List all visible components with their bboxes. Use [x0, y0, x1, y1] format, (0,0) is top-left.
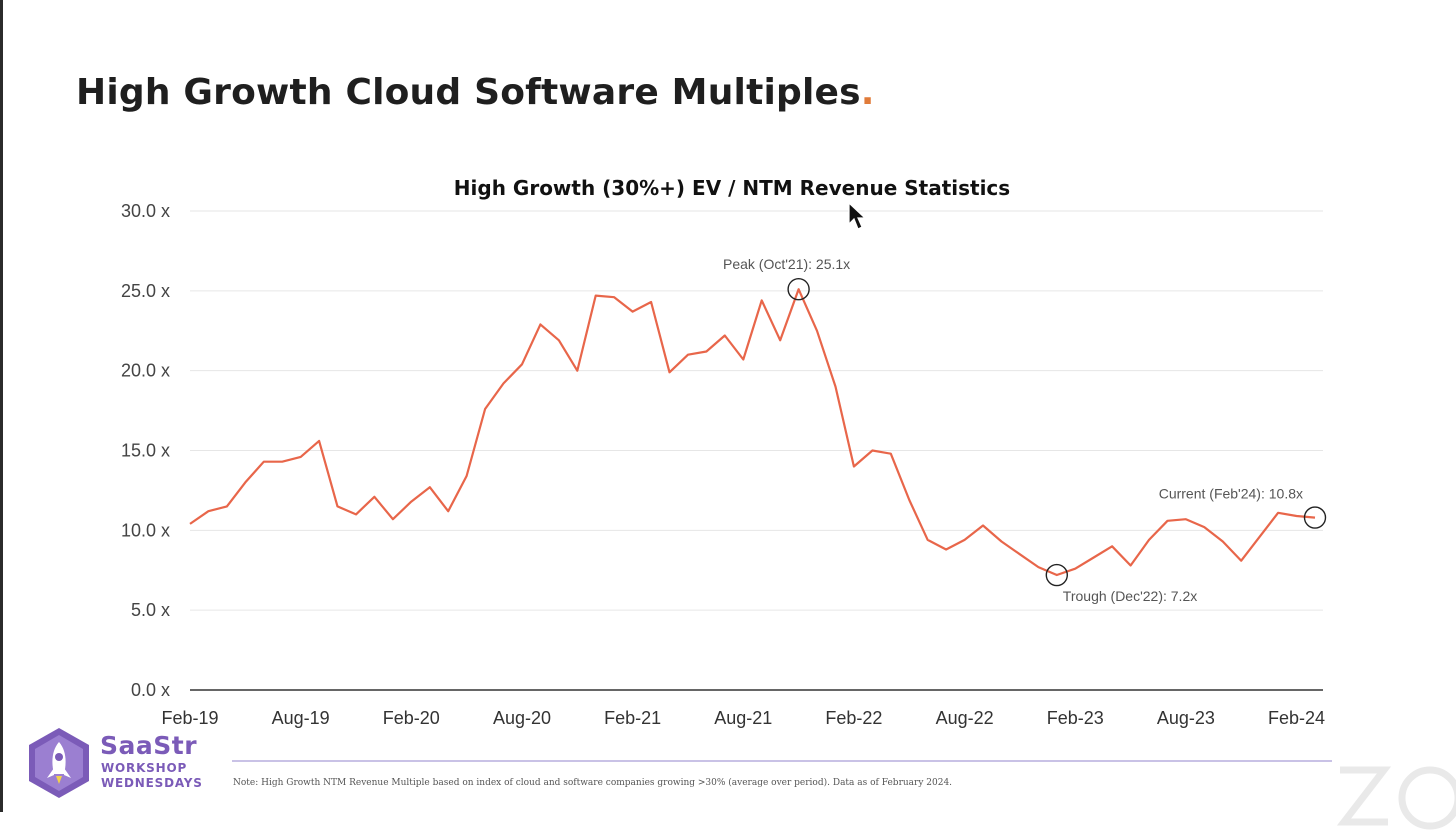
gridlines — [190, 210, 1323, 611]
x-tick-label: Feb-23 — [1047, 708, 1104, 728]
x-tick-label: Aug-21 — [714, 708, 772, 728]
annotation-marker — [1045, 563, 1069, 587]
line-chart: High Growth (30%+) EV / NTM Revenue Stat… — [121, 176, 1327, 728]
chart-title: High Growth (30%+) EV / NTM Revenue Stat… — [454, 176, 1010, 200]
x-tick-label: Aug-19 — [272, 708, 330, 728]
x-tick-label: Feb-20 — [383, 708, 440, 728]
series-line — [189, 288, 1316, 577]
slide-title-accent-dot: . — [860, 72, 875, 113]
y-tick-label: 5.0 x — [131, 600, 170, 620]
annotations: Peak (Oct'21): 25.1x Trough (Dec'22): 7.2… — [723, 256, 1327, 604]
x-tick-label: Aug-22 — [936, 708, 994, 728]
y-axis-tick-labels: 0.0 x 5.0 x 10.0 x 15.0 x 20.0 x 25.0 x 30.0 x — [121, 201, 170, 700]
annotation-label: Current (Feb'24): 10.8x — [1159, 486, 1303, 502]
slide-title: High Growth Cloud Software Multiples. — [76, 72, 875, 113]
y-tick-label: 20.0 x — [121, 361, 170, 381]
y-tick-label: 10.0 x — [121, 520, 170, 540]
logo-subline-2: WEDNESDAYS — [101, 776, 203, 790]
window-edge — [0, 0, 3, 812]
saastr-logo: SaaStr WORKSHOP WEDNESDAYS — [26, 726, 206, 802]
annotation-label: Trough (Dec'22): 7.2x — [1063, 588, 1197, 604]
y-tick-label: 30.0 x — [121, 201, 170, 221]
x-tick-label: Feb-19 — [161, 708, 218, 728]
x-tick-label: Aug-23 — [1157, 708, 1215, 728]
annotation-label: Peak (Oct'21): 25.1x — [723, 256, 850, 272]
footer-divider — [232, 760, 1332, 762]
y-tick-label: 0.0 x — [131, 680, 170, 700]
mouse-cursor-icon — [848, 202, 867, 230]
watermark-logo-icon — [1336, 766, 1456, 830]
annotation-marker — [787, 278, 810, 301]
footnote: Note: High Growth NTM Revenue Multiple b… — [233, 778, 953, 788]
logo-wordmark: SaaStr — [100, 731, 198, 760]
rocket-badge-icon — [29, 728, 89, 798]
logo-subline-1: WORKSHOP — [101, 761, 188, 775]
x-tick-label: Feb-22 — [825, 708, 882, 728]
x-tick-label: Feb-24 — [1268, 708, 1325, 728]
slide-title-text: High Growth Cloud Software Multiples — [76, 72, 861, 113]
y-tick-label: 15.0 x — [121, 441, 170, 461]
annotation-marker — [1303, 506, 1327, 529]
x-tick-label: Feb-21 — [604, 708, 661, 728]
x-axis-tick-labels: Feb-19 Aug-19 Feb-20 Aug-20 Feb-21 Aug-21 Feb-… — [161, 708, 1325, 728]
y-tick-label: 25.0 x — [121, 281, 170, 301]
x-tick-label: Aug-20 — [493, 708, 551, 728]
